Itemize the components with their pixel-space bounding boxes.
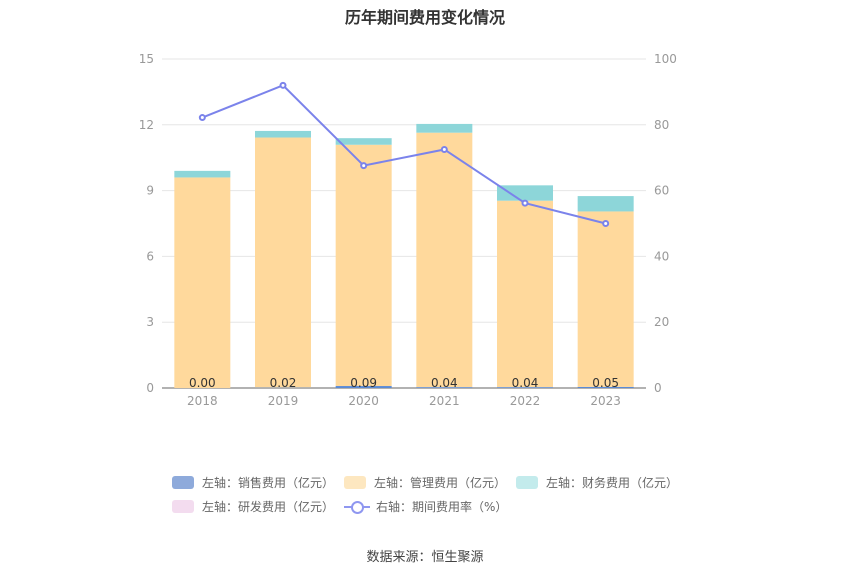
bar-segment-1 bbox=[577, 211, 634, 387]
legend-label-admin: 左轴：管理费用（亿元） bbox=[374, 476, 507, 490]
y-right-tick-label: 20 bbox=[654, 315, 669, 329]
x-tick-label: 2018 bbox=[187, 394, 218, 408]
legend-line-swatch-expense-ratio bbox=[344, 500, 370, 514]
bar-segment-0 bbox=[335, 386, 392, 388]
line-point bbox=[440, 145, 448, 153]
bar-segment-1 bbox=[497, 200, 553, 388]
y-left-tick-label: 3 bbox=[146, 315, 154, 329]
data-label: 0.02 bbox=[270, 376, 297, 390]
chart-title: 历年期间费用变化情况 bbox=[344, 8, 505, 27]
y-left-tick-label: 0 bbox=[146, 381, 154, 395]
data-label: 0.04 bbox=[512, 376, 539, 390]
bar-segment-1 bbox=[335, 144, 392, 387]
legend-item-admin[interactable]: 左轴：管理费用（亿元） bbox=[344, 474, 506, 491]
bar-segment-0 bbox=[497, 387, 553, 388]
line-point bbox=[279, 81, 287, 89]
y-left-tick-label: 12 bbox=[139, 118, 154, 132]
x-tick-label: 2020 bbox=[348, 394, 379, 408]
y-right-tick-label: 80 bbox=[654, 118, 669, 132]
y-left-tick-label: 9 bbox=[146, 184, 154, 198]
line-point bbox=[360, 162, 368, 170]
y-right-tick-label: 60 bbox=[654, 184, 669, 198]
bar-segment-0 bbox=[577, 386, 634, 388]
x-tick-label: 2023 bbox=[590, 394, 621, 408]
bar-segment-2 bbox=[577, 196, 634, 212]
data-label: 0.09 bbox=[350, 376, 377, 390]
bar-segment-2 bbox=[255, 130, 311, 138]
legend-swatch-admin bbox=[344, 476, 366, 489]
bar-segment-2 bbox=[497, 185, 553, 201]
line-point bbox=[198, 114, 206, 122]
bar-segment-2 bbox=[335, 138, 392, 145]
legend-label-rnd: 左轴：研发费用（亿元） bbox=[202, 500, 335, 514]
legend-label-expense-ratio: 右轴：期间费用率（%） bbox=[376, 500, 508, 514]
legend-item-finance[interactable]: 左轴：财务费用（亿元） bbox=[516, 474, 678, 491]
data-label: 0.04 bbox=[431, 376, 458, 390]
data-label: 0.00 bbox=[189, 376, 216, 390]
line-point bbox=[521, 199, 529, 207]
y-right-tick-label: 40 bbox=[654, 249, 669, 263]
y-right-tick-label: 0 bbox=[654, 381, 662, 395]
bar-segment-0 bbox=[416, 387, 473, 388]
legend-item-rnd[interactable]: 左轴：研发费用（亿元） bbox=[172, 498, 334, 515]
legend-item-sales[interactable]: 左轴：销售费用（亿元） bbox=[172, 474, 334, 491]
bar-segment-1 bbox=[174, 177, 231, 388]
y-left-tick-label: 15 bbox=[139, 52, 154, 66]
bar-segment-1 bbox=[416, 132, 473, 388]
data-source: 数据来源：恒生聚源 bbox=[366, 550, 484, 565]
bar-segment-1 bbox=[255, 137, 311, 388]
y-right-tick-label: 100 bbox=[654, 52, 677, 66]
legend-swatch-sales bbox=[172, 476, 194, 489]
series-line-expense-ratio bbox=[201, 84, 606, 225]
x-tick-label: 2019 bbox=[268, 394, 299, 408]
bar-segment-2 bbox=[174, 170, 231, 178]
legend-label-sales: 左轴：销售费用（亿元） bbox=[202, 476, 335, 490]
legend-swatch-rnd bbox=[172, 500, 194, 513]
x-tick-label: 2021 bbox=[429, 394, 460, 408]
bar-segment-2 bbox=[416, 123, 473, 133]
legend-label-finance: 左轴：财务费用（亿元） bbox=[546, 476, 679, 490]
x-tick-label: 2022 bbox=[510, 394, 541, 408]
data-label: 0.05 bbox=[592, 376, 619, 390]
legend-swatch-finance bbox=[516, 476, 538, 489]
line-point bbox=[602, 220, 610, 227]
legend-item-expense-ratio[interactable]: 右轴：期间费用率（%） bbox=[344, 498, 507, 515]
y-left-tick-label: 6 bbox=[146, 249, 154, 263]
